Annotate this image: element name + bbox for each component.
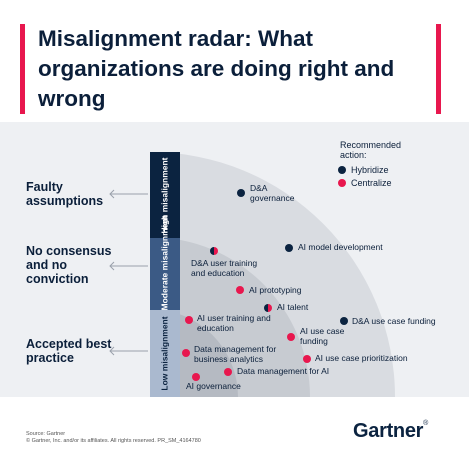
copyright-text: © Gartner, Inc. and/or its affiliates. A…: [26, 437, 201, 444]
item-label-ai-talent: AI talent: [277, 302, 309, 312]
accent-bar-right: [436, 24, 441, 114]
item-label-ai-model-development: AI model development: [298, 242, 383, 252]
level-bar-high: [150, 152, 180, 238]
legend-centralize-label: Centralize: [351, 178, 392, 188]
radar-diagram: [109, 152, 395, 397]
dot-da-user-training: [210, 247, 218, 255]
centralize-dot-icon: [338, 179, 346, 187]
dot-data-management-ba: [182, 349, 190, 357]
legend-hybridize-label: Hybridize: [351, 165, 389, 175]
dot-ai-use-case-prioritization: [303, 355, 311, 363]
item-label-data-management-ai: Data management for AI: [237, 366, 330, 376]
item-label-da-use-case-funding: D&A use case funding: [352, 316, 436, 326]
legend-centralize: Centralize: [338, 178, 392, 188]
legend-title: Recommended action:: [340, 140, 402, 160]
level-bar-low: [150, 310, 180, 397]
arrow-consensus-head: [109, 261, 115, 271]
item-label-data-management-ba: Data management for business analytics: [194, 344, 277, 364]
dot-da-use-case-funding: [340, 317, 348, 325]
dot-ai-user-training: [185, 316, 193, 324]
arrows: [109, 189, 148, 356]
label-accepted-best-practice: Accepted best practice: [26, 337, 112, 365]
item-label-da-governance: D&A governance: [250, 183, 295, 203]
item-label-ai-use-case-funding: AI use case funding: [300, 326, 345, 346]
dot-ai-talent: [264, 304, 272, 312]
accent-bar-left: [20, 24, 25, 114]
source-text: Source: Gartner: [26, 431, 66, 437]
item-label-ai-prototyping: AI prototyping: [249, 285, 302, 295]
dot-da-governance: [237, 189, 245, 197]
dot-ai-model-development: [285, 244, 293, 252]
label-faulty-assumptions: Faulty assumptions: [26, 180, 104, 208]
dot-data-management-ai: [224, 368, 232, 376]
level-label-low: Low misalignment: [159, 316, 170, 391]
dot-ai-governance: [192, 373, 200, 381]
item-label-ai-use-case-prioritization: AI use case prioritization: [315, 353, 408, 363]
page-title: Misalignment radar: What organizations a…: [38, 26, 395, 111]
logo-text: Gartner: [353, 420, 424, 442]
dot-ai-use-case-funding: [287, 333, 295, 341]
item-label-ai-governance: AI governance: [186, 381, 241, 391]
dot-ai-prototyping: [236, 286, 244, 294]
level-bar-moderate: [150, 238, 180, 310]
hybridize-dot-icon: [338, 166, 346, 174]
label-no-consensus: No consensus and no conviction: [26, 244, 112, 286]
item-label-ai-user-training: AI user training and education: [197, 313, 271, 333]
arrow-faulty-head: [109, 189, 115, 199]
arrow-accepted-head: [109, 346, 115, 356]
item-label-da-user-training: D&A user training and education: [191, 258, 258, 278]
level-label-moderate: Moderate misalignment: [159, 215, 170, 310]
item-dots: [182, 189, 348, 381]
footer-source: Source: Gartner © Gartner, Inc. and/or i…: [26, 431, 201, 444]
gartner-logo: Gartner®: [353, 420, 429, 442]
legend-hybridize: Hybridize: [338, 165, 389, 175]
